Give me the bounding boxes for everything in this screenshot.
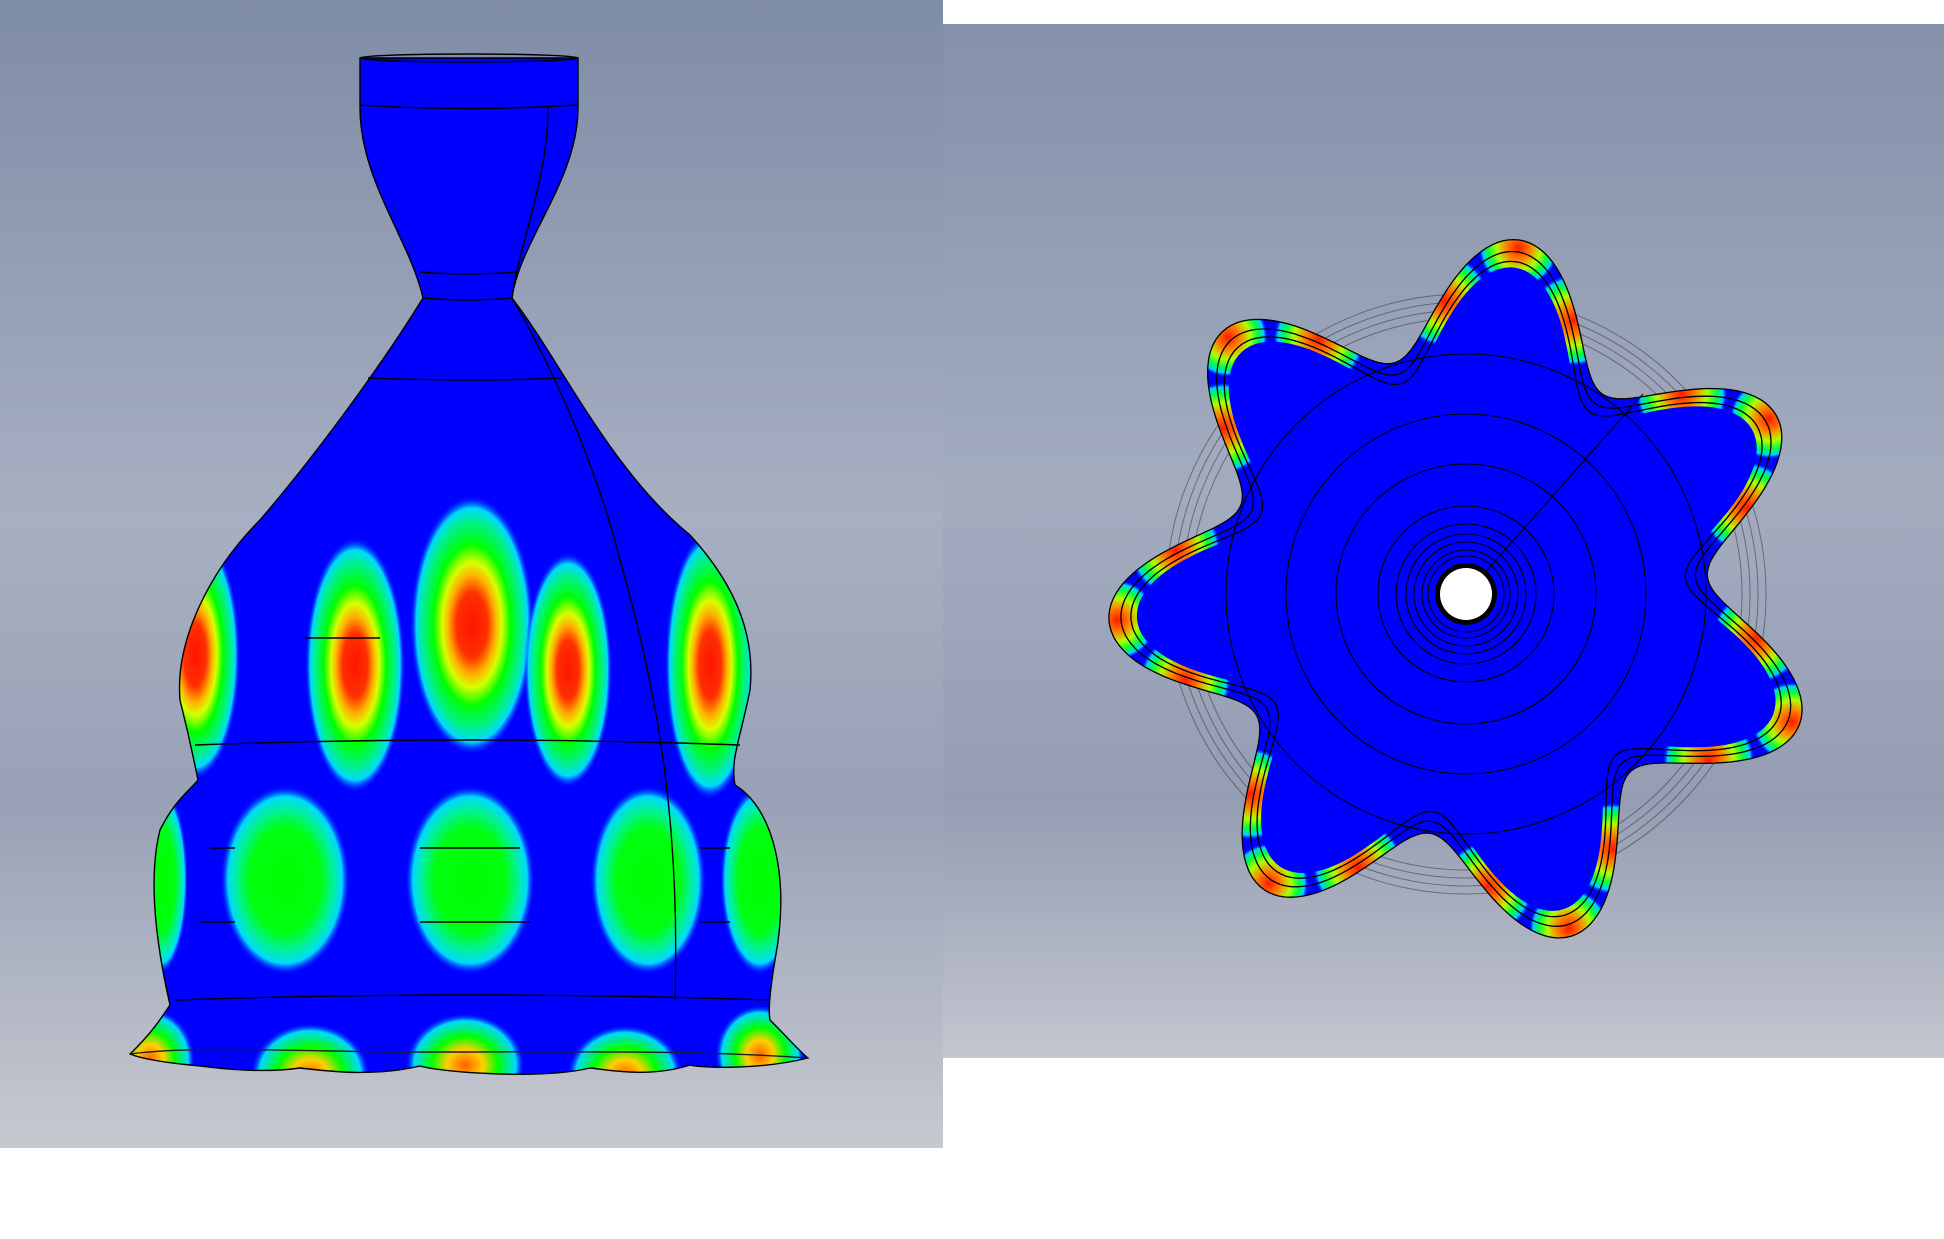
interior-circles: [1225, 353, 1707, 835]
lobe-upper-4: [524, 552, 612, 788]
nozzle-bottom-view: [1108, 238, 1803, 939]
side-view-panel: [0, 0, 943, 1148]
lobe-lower-3: [405, 785, 535, 975]
throat-opening: [1440, 568, 1492, 620]
bottom-view-panel: [943, 24, 1944, 1058]
lobe-skirt-3: [405, 1013, 525, 1075]
lobe-skirt-2: [250, 1023, 370, 1075]
lobe-upper-3: [410, 495, 534, 755]
lobe-upper-5: [665, 530, 755, 800]
lobe-lower-2: [220, 785, 350, 975]
nozzle-body: [130, 58, 808, 1075]
lobe-lower-1: [132, 785, 188, 975]
nozzle-side-view: [128, 53, 810, 1075]
rim-tip: [1478, 239, 1559, 288]
rim-tip: [1108, 580, 1157, 660]
edge-lines: [128, 53, 810, 1075]
lobe-lower-5: [720, 785, 800, 975]
lobe-lower-4: [590, 785, 706, 975]
lobe-skirt-4: [567, 1025, 683, 1075]
lobe-upper-1: [150, 530, 240, 780]
lobe-upper-2: [305, 537, 405, 793]
rim-outlines: [1108, 238, 1803, 939]
